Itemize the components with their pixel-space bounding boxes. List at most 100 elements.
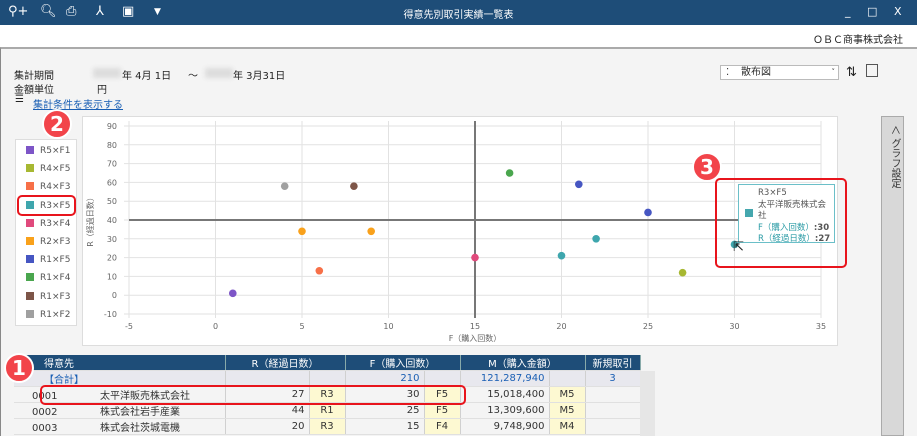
- window-title: 得意先別取引実績一覧表: [403, 10, 514, 21]
- f-rank: F5: [424, 402, 461, 419]
- unit-label: 金額単位: [14, 85, 54, 96]
- legend-swatch: [26, 200, 34, 209]
- scatter-icon: ⁚: [726, 67, 730, 78]
- series-swatch: [745, 209, 753, 217]
- data-point: [575, 180, 583, 189]
- chart-type-select[interactable]: ⁚ 散布図 ˅: [720, 65, 839, 80]
- x-axis-label: F（購入回数）: [449, 333, 502, 343]
- legend-item[interactable]: R1×F3: [26, 291, 71, 302]
- legend-label: R3×F4: [40, 218, 71, 229]
- x-tick-label: 10: [383, 322, 393, 331]
- highlight-tooltip-box: [715, 178, 847, 268]
- col-r[interactable]: R（経過日数）: [225, 355, 346, 371]
- data-point: [280, 182, 289, 190]
- legend-label: R4×F5: [40, 164, 71, 175]
- data-point: [505, 169, 514, 177]
- chart-type-value: 散布図: [741, 67, 771, 78]
- x-tick-label: 25: [643, 322, 653, 331]
- excel-icon[interactable]: ▣: [122, 4, 135, 19]
- chart-tooltip: R3×F5 太平洋販売株式会社 F（購入回数）:30 R（経過日数）:27: [738, 184, 835, 244]
- chart-legend: R5×F1 R4×F5 R4×F3 R3×F5 R3×F4 R2×F3 R1×F5 R1×F4…: [15, 139, 77, 326]
- legend-label: R4×F3: [40, 182, 71, 193]
- x-tick-label: 0: [213, 322, 218, 331]
- pdf-icon[interactable]: ⅄: [96, 4, 104, 19]
- m-value: 13,309,600: [460, 402, 550, 419]
- col-f[interactable]: F（購入回数）: [345, 355, 461, 371]
- col-customer[interactable]: 得意先: [14, 355, 226, 371]
- col-m[interactable]: M（購入金額）: [460, 355, 586, 371]
- m-rank: M4: [549, 418, 586, 435]
- x-tick-label: 35: [816, 322, 826, 331]
- table-row[interactable]: 0001 太平洋販売株式会社 27 R3 30 F5 15,018,400 M5: [14, 386, 641, 403]
- total-new: 3: [585, 370, 641, 387]
- maximize-button[interactable]: □: [867, 5, 878, 18]
- layout-icon[interactable]: [866, 64, 878, 77]
- table-scrollbar[interactable]: [640, 371, 655, 436]
- annotation-badge-2: 2: [42, 109, 72, 139]
- legend-item[interactable]: R3×F4: [26, 218, 71, 229]
- preview-icon[interactable]: 🔍︎: [40, 4, 57, 19]
- period-start: 年 4月 1日: [122, 71, 172, 82]
- year-redacted: [93, 68, 121, 78]
- legend-label: R1×F3: [40, 291, 71, 302]
- legend-item[interactable]: R1×F2: [26, 309, 71, 320]
- minimize-button[interactable]: _: [845, 5, 851, 18]
- zoom-in-icon[interactable]: ⚲+: [8, 4, 29, 19]
- tooltip-customer: 太平洋販売株式会社: [758, 199, 827, 222]
- x-tick-label: 15: [470, 322, 480, 331]
- y-tick-label: 80: [107, 141, 117, 150]
- legend-item[interactable]: R1×F4: [26, 273, 70, 283]
- legend-swatch: [26, 273, 34, 282]
- table-header: 得意先 R（経過日数） F（購入回数） M（購入金額） 新規取引: [14, 355, 641, 371]
- y-tick-label: 50: [107, 197, 117, 206]
- m-value: 15,018,400: [460, 386, 550, 403]
- r-rank: R1: [309, 402, 346, 419]
- f-rank: F4: [424, 418, 461, 435]
- x-tick-label: 20: [556, 322, 566, 331]
- list-icon: ☰: [15, 94, 24, 105]
- data-point: [730, 240, 739, 249]
- graph-settings-panel[interactable]: ＜ グラフ設定: [881, 116, 904, 436]
- annotation-badge-1: 1: [4, 353, 34, 383]
- legend-label: R5×F1: [40, 146, 71, 156]
- legend-item[interactable]: R4×F5: [26, 164, 70, 174]
- legend-item[interactable]: R2×F3: [26, 237, 70, 247]
- total-row[interactable]: 【合計】 210 121,287,940 3: [14, 370, 641, 387]
- sort-icon[interactable]: ⇅: [846, 65, 857, 80]
- legend-swatch: [26, 218, 34, 227]
- unit-value: 円: [97, 85, 107, 96]
- year-redacted: [205, 68, 233, 78]
- legend-label: R3×F5: [40, 200, 71, 211]
- y-axis-label: R（経過日数）: [85, 193, 95, 247]
- legend-item[interactable]: R1×F5: [26, 255, 70, 265]
- data-point: [229, 289, 237, 298]
- f-value: 25: [345, 402, 425, 419]
- print-icon[interactable]: ⎙: [66, 4, 77, 19]
- r-value: 27: [225, 386, 310, 403]
- x-tick-label: -5: [125, 322, 133, 331]
- dropdown-icon[interactable]: ▼: [154, 7, 161, 17]
- annotation-badge-3: 3: [692, 152, 722, 182]
- legend-item[interactable]: R4×F3: [26, 182, 70, 192]
- y-tick-label: 40: [107, 216, 117, 225]
- table-row[interactable]: 0003 株式会社茨城電機 20 R3 15 F4 9,748,900 M4: [14, 418, 641, 435]
- col-new[interactable]: 新規取引: [585, 355, 641, 371]
- period-end: 年 3月31日: [233, 71, 286, 82]
- f-rank: F5: [424, 386, 461, 403]
- tooltip-series: R3×F5: [758, 188, 787, 198]
- highlight-row-box: [40, 385, 466, 405]
- legend-item[interactable]: R3×F5: [26, 200, 71, 211]
- legend-item[interactable]: R5×F1: [26, 146, 70, 156]
- show-conditions-link[interactable]: 集計条件を表示する: [33, 100, 123, 111]
- data-point: [367, 227, 376, 236]
- r-rank: R3: [309, 418, 346, 435]
- data-point: [557, 251, 566, 260]
- data-point: [678, 268, 687, 277]
- cursor-icon: ⇱: [733, 240, 744, 255]
- legend-swatch: [26, 291, 34, 300]
- y-tick-label: 70: [107, 160, 117, 169]
- customer-name: 太平洋販売株式会社: [100, 391, 190, 402]
- legend-label: R1×F2: [40, 309, 71, 320]
- close-button[interactable]: X: [894, 5, 902, 18]
- table-row[interactable]: 0002 株式会社岩手産業 44 R1 25 F5 13,309,600 M5: [14, 402, 641, 419]
